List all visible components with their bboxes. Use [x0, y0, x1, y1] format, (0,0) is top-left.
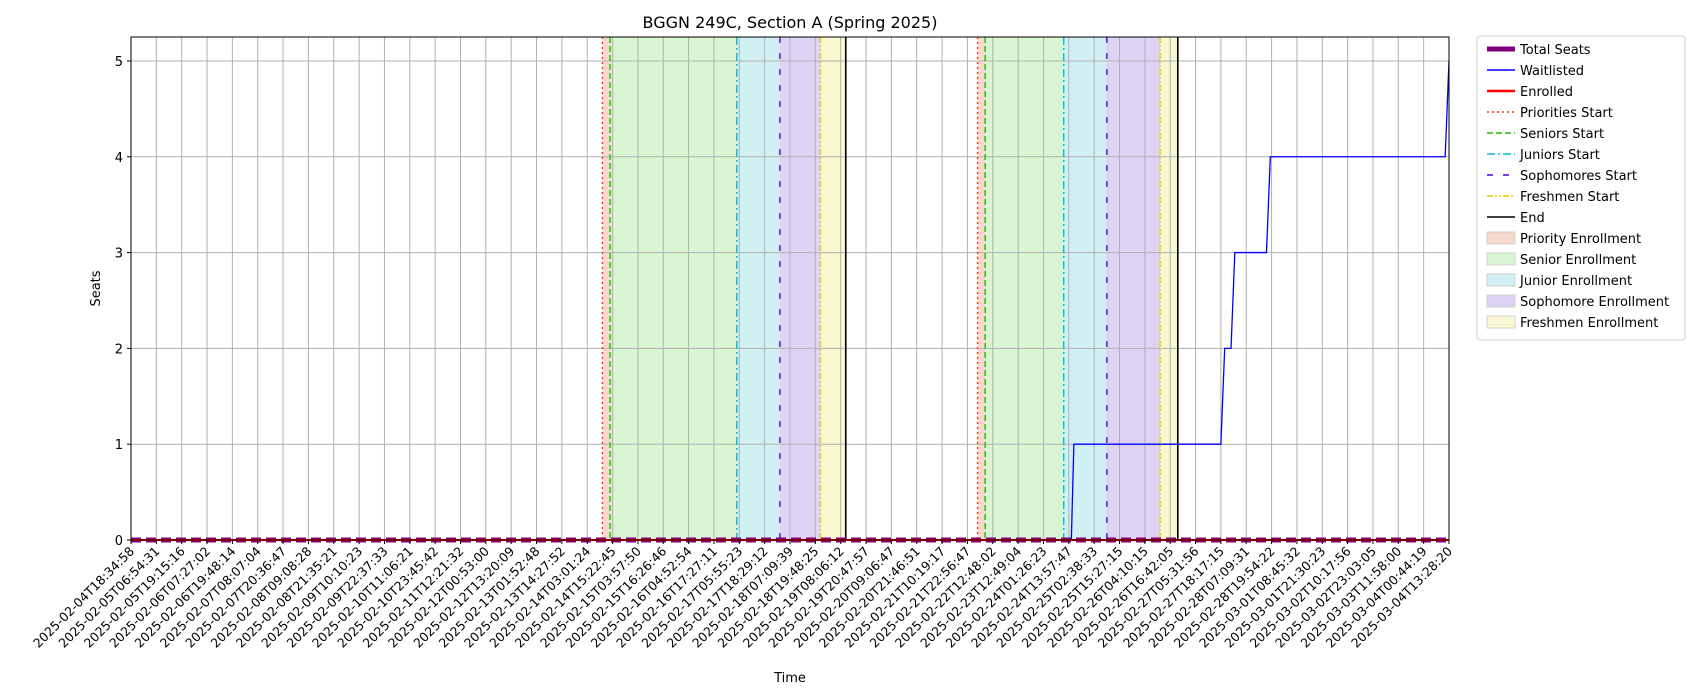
legend-label: Priority Enrollment	[1520, 232, 1641, 247]
legend-label: Senior Enrollment	[1520, 253, 1636, 268]
legend-swatch	[1486, 273, 1516, 287]
y-tick-label: 1	[115, 438, 123, 453]
legend-box	[1476, 35, 1686, 341]
region-senior-enrollment	[610, 37, 737, 540]
region-junior-enrollment	[1063, 37, 1107, 540]
region-sophomore-enrollment	[1106, 37, 1161, 540]
y-tick-label: 5	[115, 55, 123, 70]
region-freshmen-enrollment	[820, 37, 846, 540]
legend-label: Junior Enrollment	[1519, 274, 1632, 289]
x-axis-ticks: 2025-02-04T18:34:582025-02-05T06:54:3120…	[30, 540, 1455, 651]
y-tick-label: 3	[115, 247, 123, 262]
region-freshmen-enrollment	[1160, 37, 1178, 540]
region-junior-enrollment	[736, 37, 780, 540]
legend-label: Juniors Start	[1519, 148, 1600, 163]
grid-lines	[130, 37, 1450, 541]
legend-label: Total Seats	[1519, 43, 1591, 58]
legend: Total Seats Waitlisted Enrolled Priorities …	[1476, 35, 1686, 341]
legend-label: Priorities Start	[1520, 106, 1613, 121]
y-tick-label: 2	[115, 342, 123, 357]
series-waitlisted	[131, 60, 1450, 541]
legend-label: Freshmen Enrollment	[1520, 316, 1658, 331]
legend-swatch	[1486, 252, 1516, 266]
legend-label: End	[1520, 211, 1545, 226]
legend-label: Seniors Start	[1520, 127, 1604, 142]
x-axis-label: Time	[773, 671, 806, 686]
y-tick-label: 0	[115, 534, 123, 549]
y-tick-label: 4	[115, 151, 123, 166]
enrollment-regions	[602, 37, 1178, 540]
legend-swatch	[1486, 231, 1516, 245]
legend-label: Freshmen Start	[1520, 190, 1619, 205]
legend-swatch	[1486, 294, 1516, 308]
y-axis-label: Seats	[89, 270, 104, 306]
chart-title: BGGN 249C, Section A (Spring 2025)	[643, 13, 938, 32]
legend-label: Waitlisted	[1520, 64, 1584, 79]
legend-swatch	[1486, 315, 1516, 329]
region-senior-enrollment	[985, 37, 1064, 540]
region-sophomore-enrollment	[779, 37, 821, 540]
y-axis-ticks: 0 1 2 3 4 5	[115, 55, 131, 549]
legend-label: Sophomores Start	[1520, 169, 1637, 184]
legend-label: Enrolled	[1520, 85, 1573, 100]
region-priority-enrollment	[602, 37, 611, 540]
phase-markers	[601, 37, 1179, 540]
legend-label: Sophomore Enrollment	[1520, 295, 1669, 310]
region-priority-enrollment	[977, 37, 986, 540]
